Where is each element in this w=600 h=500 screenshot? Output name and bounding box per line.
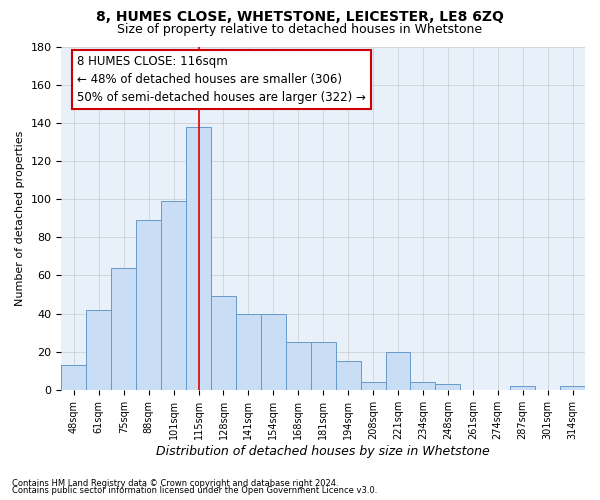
Bar (286, 342, 311, 390)
Bar (311, 342, 335, 390)
Text: Contains public sector information licensed under the Open Government Licence v3: Contains public sector information licen… (12, 486, 377, 495)
Text: 8, HUMES CLOSE, WHETSTONE, LEICESTER, LE8 6ZQ: 8, HUMES CLOSE, WHETSTONE, LEICESTER, LE… (96, 10, 504, 24)
Bar (560, 386, 585, 390)
Bar (161, 201, 186, 390)
Bar (261, 314, 286, 390)
Text: Contains HM Land Registry data © Crown copyright and database right 2024.: Contains HM Land Registry data © Crown c… (12, 478, 338, 488)
Bar (410, 382, 436, 390)
Y-axis label: Number of detached properties: Number of detached properties (15, 130, 25, 306)
Bar (86, 310, 111, 390)
Bar (61, 365, 86, 390)
Bar (236, 314, 261, 390)
Bar (186, 126, 211, 390)
Bar (335, 361, 361, 390)
Text: Size of property relative to detached houses in Whetstone: Size of property relative to detached ho… (118, 22, 482, 36)
Bar (386, 352, 410, 390)
Bar (510, 386, 535, 390)
X-axis label: Distribution of detached houses by size in Whetstone: Distribution of detached houses by size … (157, 444, 490, 458)
Bar (211, 296, 236, 390)
Bar (436, 384, 460, 390)
Text: 8 HUMES CLOSE: 116sqm
← 48% of detached houses are smaller (306)
50% of semi-det: 8 HUMES CLOSE: 116sqm ← 48% of detached … (77, 55, 366, 104)
Bar (361, 382, 386, 390)
Bar (111, 268, 136, 390)
Bar (136, 220, 161, 390)
